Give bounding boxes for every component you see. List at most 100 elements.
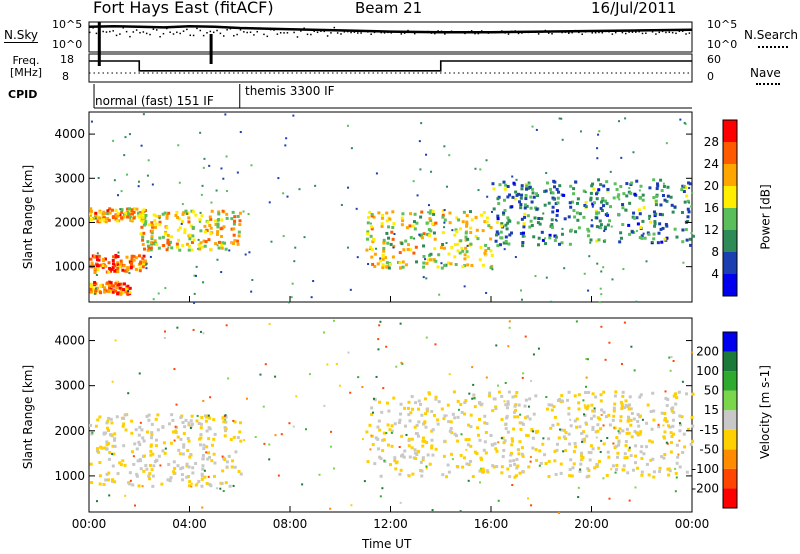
power-cell bbox=[412, 180, 415, 183]
velocity-cell bbox=[150, 431, 154, 435]
velocity-cell bbox=[490, 443, 494, 447]
velocity-cell bbox=[221, 416, 225, 420]
velocity-cell bbox=[174, 429, 178, 433]
power-cell bbox=[477, 189, 480, 192]
power-cell bbox=[135, 207, 139, 211]
power-ytick-label: 3000 bbox=[54, 171, 85, 185]
velocity-ytick-label: 4000 bbox=[54, 334, 85, 348]
power-cell bbox=[555, 209, 559, 213]
power-cell bbox=[632, 211, 636, 215]
velocity-cell bbox=[239, 439, 243, 443]
velocity-cell bbox=[589, 451, 593, 455]
power-cell bbox=[635, 300, 638, 303]
velocity-cell bbox=[663, 416, 667, 420]
velocity-cell bbox=[254, 436, 257, 439]
velocity-cell bbox=[513, 415, 517, 419]
velocity-colorbar-swatch bbox=[723, 332, 737, 352]
velocity-cell bbox=[452, 390, 456, 394]
velocity-cell bbox=[177, 448, 181, 452]
power-cell bbox=[154, 222, 158, 226]
power-cell bbox=[589, 241, 592, 244]
power-cell bbox=[544, 237, 547, 240]
power-cell bbox=[186, 212, 189, 215]
velocity-cell bbox=[431, 509, 434, 512]
velocity-cell bbox=[542, 437, 545, 440]
x-tick-label: 16:00 bbox=[474, 517, 509, 531]
velocity-cell bbox=[670, 434, 674, 438]
power-cell bbox=[146, 174, 149, 177]
power-cell bbox=[504, 235, 508, 239]
power-cell bbox=[118, 286, 122, 290]
power-colorbar-frame bbox=[722, 119, 738, 297]
velocity-cell bbox=[468, 392, 471, 395]
velocity-cell bbox=[547, 403, 551, 407]
velocity-cell bbox=[459, 510, 462, 513]
power-cell bbox=[127, 210, 131, 214]
power-cell bbox=[595, 239, 599, 243]
velocity-cell bbox=[149, 436, 153, 440]
velocity-cell bbox=[526, 415, 530, 419]
power-cell bbox=[598, 130, 601, 133]
velocity-cell bbox=[329, 507, 332, 510]
velocity-cell bbox=[268, 458, 271, 461]
velocity-cell bbox=[484, 430, 488, 434]
velocity-cell bbox=[599, 427, 603, 431]
velocity-cell bbox=[577, 486, 580, 489]
power-cell bbox=[441, 213, 445, 217]
power-cell bbox=[524, 197, 528, 201]
velocity-cell bbox=[421, 439, 425, 443]
power-cell bbox=[561, 227, 564, 230]
power-cell bbox=[502, 198, 506, 202]
power-cell bbox=[163, 211, 167, 215]
noise-dot bbox=[115, 34, 118, 37]
velocity-cell bbox=[504, 427, 508, 431]
velocity-cell bbox=[443, 414, 447, 418]
velocity-cell bbox=[467, 479, 470, 482]
power-cell bbox=[111, 215, 115, 219]
velocity-cell bbox=[670, 409, 674, 413]
power-cell bbox=[552, 179, 556, 183]
velocity-cell bbox=[448, 429, 452, 433]
noise-dot bbox=[561, 31, 563, 34]
velocity-cell bbox=[426, 453, 430, 457]
noise-dot bbox=[373, 31, 376, 34]
power-cell bbox=[603, 227, 607, 231]
velocity-cell bbox=[108, 494, 111, 497]
noise-dot bbox=[604, 30, 607, 33]
velocity-cell bbox=[467, 463, 471, 467]
velocity-cell bbox=[212, 452, 216, 456]
noise-dot bbox=[290, 28, 292, 30]
velocity-cell bbox=[202, 399, 205, 402]
velocity-cell bbox=[263, 442, 266, 445]
power-cell bbox=[251, 278, 254, 281]
power-cell bbox=[130, 257, 134, 261]
power-cell bbox=[236, 239, 240, 243]
velocity-cell bbox=[410, 437, 414, 441]
velocity-cell bbox=[669, 369, 672, 372]
power-cell bbox=[106, 217, 110, 221]
noise-dot bbox=[367, 31, 369, 33]
velocity-cell bbox=[526, 434, 530, 438]
power-cell bbox=[440, 262, 443, 265]
velocity-cell bbox=[132, 462, 136, 466]
velocity-cell bbox=[669, 450, 673, 454]
velocity-cell bbox=[471, 475, 475, 479]
velocity-cell bbox=[162, 441, 166, 445]
velocity-cell bbox=[538, 464, 541, 467]
power-cell bbox=[90, 261, 94, 265]
noise-dot bbox=[678, 30, 681, 33]
power-cell bbox=[669, 195, 673, 199]
power-cell bbox=[236, 171, 239, 174]
velocity-cell bbox=[169, 476, 173, 480]
noise-dot bbox=[129, 35, 131, 38]
power-cell bbox=[165, 216, 169, 220]
velocity-cell bbox=[379, 474, 383, 478]
power-cell bbox=[387, 225, 391, 229]
power-cell bbox=[485, 291, 488, 294]
velocity-cell bbox=[357, 376, 360, 379]
power-cell bbox=[367, 215, 371, 219]
power-cell bbox=[656, 182, 660, 186]
x-tick-label: 12:00 bbox=[373, 517, 408, 531]
power-cell bbox=[648, 214, 652, 218]
velocity-cell bbox=[571, 466, 575, 470]
